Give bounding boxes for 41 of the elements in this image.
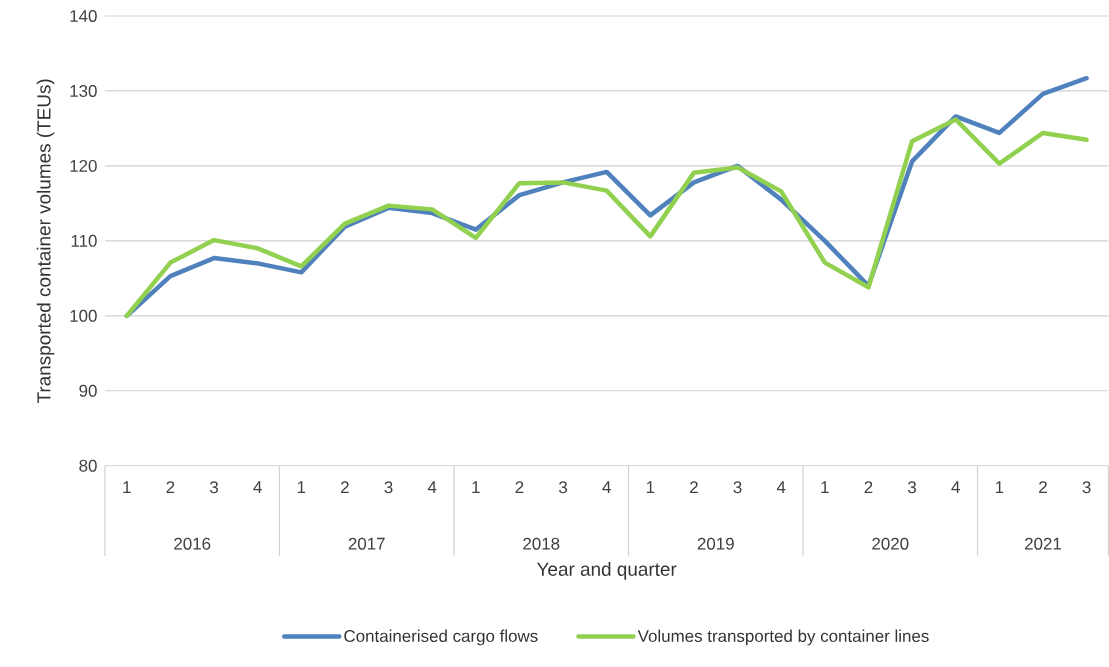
y-tick-label: 80	[79, 459, 97, 472]
x-tick-label: 2	[864, 481, 873, 494]
text: 2017	[348, 537, 385, 550]
legend-label: Containerised cargo flows	[344, 629, 538, 646]
x-tick-label: 3	[733, 481, 742, 494]
x-tick-label: 2	[166, 481, 175, 494]
text: 2018	[523, 537, 560, 550]
x-tick-label: 4	[253, 481, 262, 494]
line-series	[124, 117, 1089, 319]
x-tick-label: 2	[341, 481, 349, 494]
x-tick-label: 3	[384, 481, 393, 494]
x-tick-label: 3	[209, 481, 218, 494]
x-tick-label: 1	[472, 481, 480, 494]
text: 2016	[174, 537, 211, 550]
x-tick-label: 3	[558, 481, 568, 494]
x-tick-label: 3	[908, 481, 917, 494]
y-tick-label: 140	[70, 10, 97, 23]
x-tick-label: 4	[427, 481, 437, 494]
y-tick-label: 90	[79, 384, 97, 397]
x-tick-label: 2	[515, 481, 524, 494]
x-tick-label: 4	[951, 481, 960, 494]
text: 2021	[1025, 537, 1061, 550]
y-tick-label: 110	[71, 235, 97, 248]
x-tick-label: 1	[646, 481, 655, 494]
x-tick-label: 1	[821, 481, 829, 494]
x-tick-label: 3	[1082, 481, 1091, 494]
legend-label: Volumes transported by container lines	[637, 629, 929, 646]
text: 2020	[872, 537, 909, 550]
x-tick-label: 1	[297, 481, 306, 494]
x-axis-title: Year and quarter	[536, 562, 677, 580]
y-axis-title: Transported container volumes (TEUs)	[36, 79, 55, 404]
x-tick-label: 2	[1039, 481, 1047, 494]
y-tick-label: 130	[70, 85, 97, 98]
text: 2019	[697, 537, 734, 550]
x-tick-label: 1	[995, 481, 1004, 494]
x-tick-label: 4	[776, 481, 786, 494]
x-tick-label: 2	[690, 481, 698, 494]
y-tick-label: 100	[70, 310, 97, 322]
x-tick-label: 1	[123, 481, 131, 494]
x-tick-label: 4	[602, 481, 611, 494]
y-tick-label: 120	[70, 160, 97, 173]
